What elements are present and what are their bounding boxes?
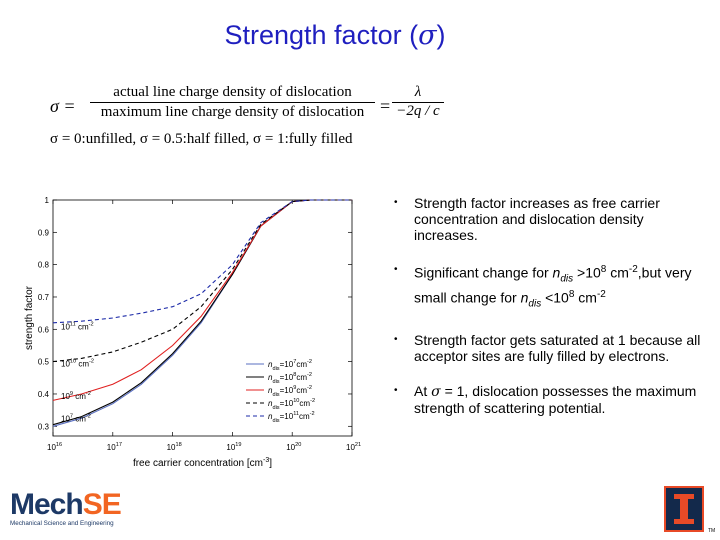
bullet-dot: • xyxy=(394,384,398,396)
x-tick-label: 1020 xyxy=(286,442,301,452)
x-tick-label: 1021 xyxy=(346,442,361,452)
legend-label: ndis=109cm-2 xyxy=(268,385,312,398)
mechse-logo: MechSE Mechanical Science and Engineerin… xyxy=(10,488,135,528)
y-axis-label: strength factor xyxy=(24,285,35,350)
series-line-2 xyxy=(52,199,352,401)
legend-label: ndis=108cm-2 xyxy=(268,372,312,385)
bullet-item: • At σ = 1, dislocation possesses the ma… xyxy=(394,382,697,416)
x-tick-label: 1019 xyxy=(226,442,241,452)
slide-title: Strength factor (σ) xyxy=(224,20,446,51)
bullet-dot: • xyxy=(394,264,398,275)
legend-label: ndis=107cm-2 xyxy=(268,359,312,372)
x-tick-label: 1018 xyxy=(167,442,182,452)
equation-fraction: actual line charge density of dislocatio… xyxy=(90,84,375,121)
y-tick-label: 0.4 xyxy=(38,390,50,399)
mechse-logo-wordmark: MechSE xyxy=(10,488,122,521)
bullet-dot: • xyxy=(394,197,398,208)
y-tick-label: 0.6 xyxy=(38,325,50,334)
y-tick-label: 0.7 xyxy=(38,293,50,302)
bullet-dot: • xyxy=(394,333,398,345)
y-tick-label: 0.3 xyxy=(38,422,50,431)
x-tick-label: 1017 xyxy=(107,442,122,452)
x-tick-label: 1016 xyxy=(47,442,62,452)
x-axis-label: free carrier concentration [cm-3] xyxy=(133,457,272,469)
curve-annotation: 107 cm-2 xyxy=(61,413,91,423)
legend-label: ndis=1010cm-2 xyxy=(268,398,315,411)
strength-factor-chart: 0.3 0.4 0.5 0.6 0.7 0.8 0.9 1 1016 1017 1018 1019 10… xyxy=(24,196,361,469)
y-tick-label: 1 xyxy=(45,196,50,205)
trademark-label: TM xyxy=(708,528,716,534)
curve-annotation: 109 cm-2 xyxy=(61,391,91,401)
equation-equals: = xyxy=(380,96,391,116)
equation-lhs: σ = xyxy=(50,96,76,116)
equation-rhs-denominator: −2q / c xyxy=(396,103,440,119)
plot-frame xyxy=(52,199,353,437)
series-line-3 xyxy=(52,199,352,363)
equation-rhs-numerator: λ xyxy=(392,84,444,103)
series-line-0 xyxy=(52,199,352,427)
curve-annotation: 1010 cm-2 xyxy=(61,358,94,368)
sigma-symbol: σ xyxy=(418,20,437,51)
illinois-block-i-icon xyxy=(664,486,704,532)
bullet-item: • Significant change for ndis >108 cm-2,… xyxy=(394,264,692,310)
equation-rhs-fraction: λ −2q / c xyxy=(392,84,444,120)
curve-annotation: 1011 cm-2 xyxy=(61,321,94,331)
y-tick-label: 0.8 xyxy=(38,261,50,270)
mechse-logo-subtitle: Mechanical Science and Engineering xyxy=(10,520,114,527)
y-tick-label: 0.9 xyxy=(38,228,50,237)
bullet-item: • Strength factor increases as free carr… xyxy=(394,195,660,243)
legend-label: ndis=1011cm-2 xyxy=(268,411,315,424)
y-tick-label: 0.5 xyxy=(38,358,50,367)
bullet-item: • Strength factor gets saturated at 1 be… xyxy=(394,331,701,364)
bullet-list: • Strength factor increases as free carr… xyxy=(392,195,707,435)
equation-denominator: maximum line charge density of dislocati… xyxy=(100,104,365,120)
series-line-4 xyxy=(52,199,352,324)
equation-numerator: actual line charge density of dislocatio… xyxy=(90,84,375,103)
equation-conditions: σ = 0:unfilled, σ = 0.5:half filled, σ =… xyxy=(50,131,353,147)
